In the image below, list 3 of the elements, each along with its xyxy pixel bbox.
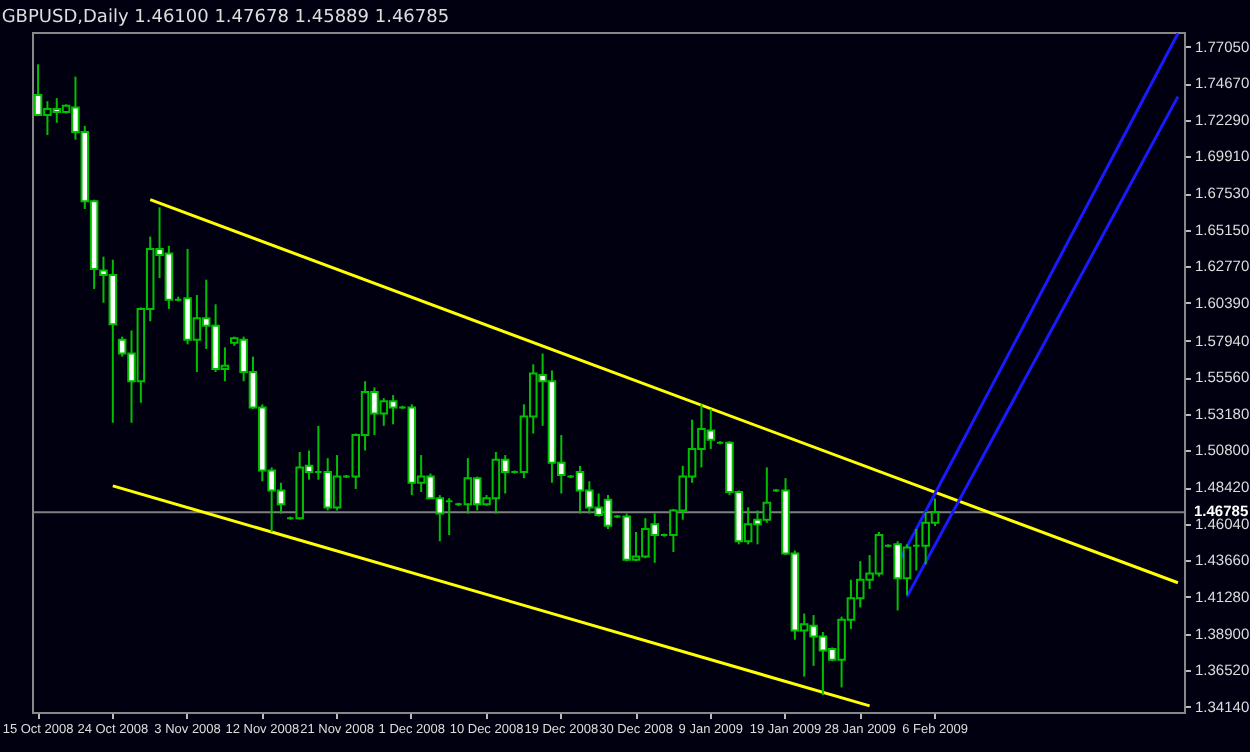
candlestick (463, 457, 473, 515)
chart-title: GBPUSD,Daily 1.46100 1.47678 1.45889 1.46785 (1, 8, 450, 28)
candlestick (500, 454, 510, 495)
